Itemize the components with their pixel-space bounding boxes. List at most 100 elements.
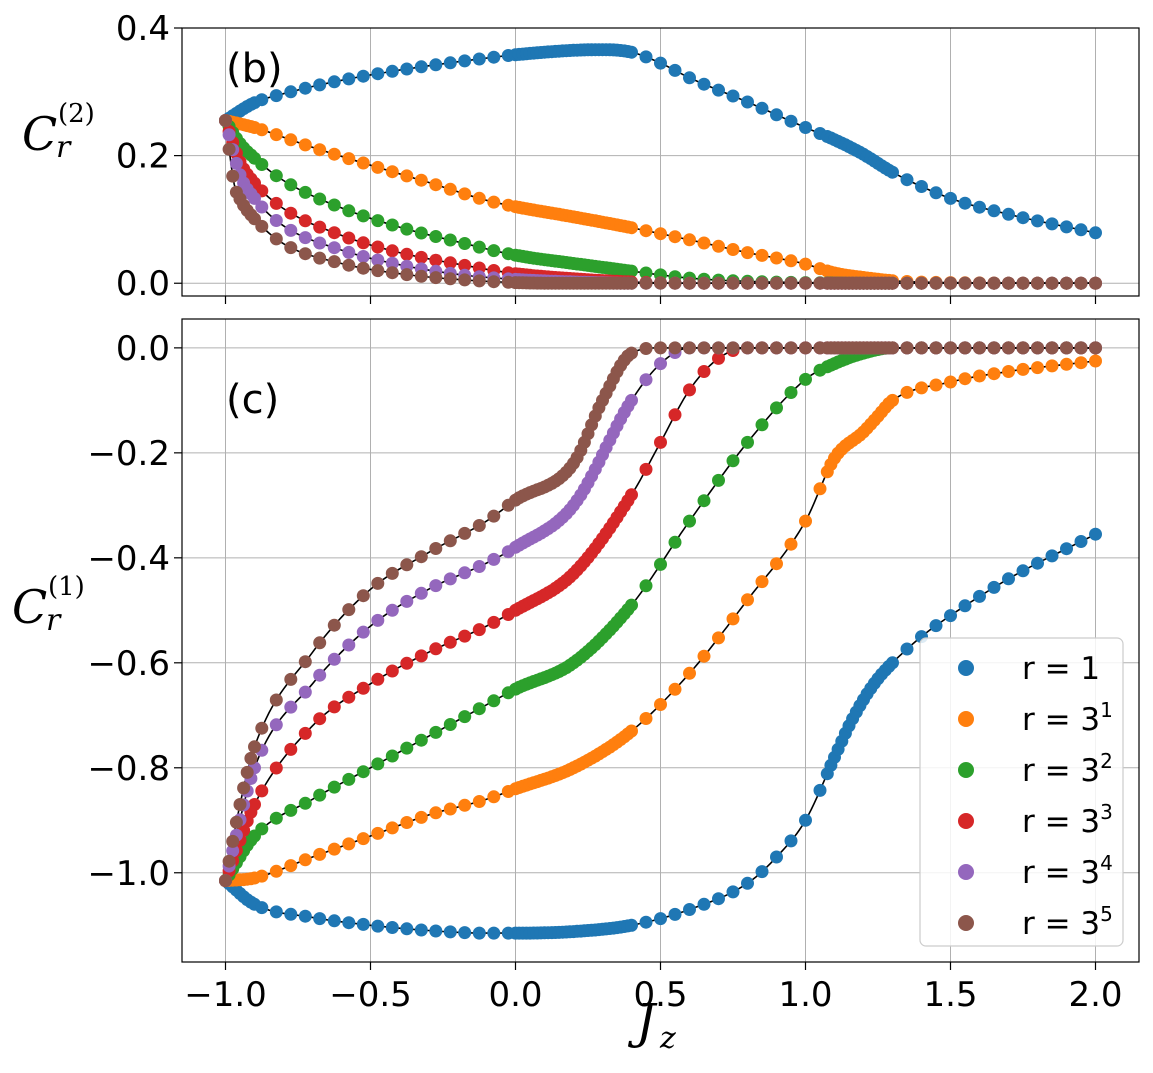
data-point [799,257,812,271]
data-point [668,341,682,355]
data-point [1016,276,1030,290]
data-point [298,853,312,867]
data-point [712,341,725,355]
data-point [255,721,269,735]
data-point [654,435,667,449]
data-point [327,241,341,255]
data-point [668,63,682,77]
data-point [639,50,653,64]
data-point [219,114,232,127]
data-point [1089,341,1102,355]
data-point [683,666,696,680]
data-point [298,796,312,810]
data-point [639,915,653,929]
data-point [342,603,356,617]
data-point [683,341,696,355]
data-point [298,685,312,699]
legend-label-exponent: 4 [1100,851,1113,875]
data-point [414,173,428,187]
data-point [784,276,798,290]
data-point [255,219,269,233]
data-point [443,182,457,196]
data-point [342,638,356,652]
data-point [639,266,653,280]
data-point [385,821,399,835]
data-point [487,926,501,940]
data-point [429,230,443,243]
data-point [371,160,385,174]
data-point [487,509,501,523]
data-point [356,156,370,170]
panel-c-points [219,341,1102,940]
data-point [1074,276,1088,290]
data-point [1002,365,1015,378]
data-point [400,268,414,282]
data-point [973,589,986,603]
data-point [668,535,682,549]
data-point [327,652,341,666]
data-point [269,905,283,919]
data-point [784,341,798,355]
legend-label: r = 1 [1022,651,1100,687]
data-point [639,342,653,355]
data-point [429,579,443,593]
data-point [385,921,399,934]
legend-marker [958,660,974,676]
data-point [726,454,740,468]
data-point [784,386,798,399]
data-point [944,341,957,355]
data-point [327,198,341,212]
data-point [755,341,769,355]
data-point [1060,542,1073,556]
data-point [385,749,399,763]
data-point [726,276,740,290]
data-point [472,274,486,288]
panel-b-ylabel-main: C [22,107,57,161]
legend-label-base: r = 3 [1022,804,1100,840]
data-point [726,341,740,355]
data-point [269,718,283,732]
legend-label-exponent: 3 [1100,800,1113,824]
data-point [269,232,283,246]
data-point [443,572,457,586]
data-point [639,276,653,290]
data-point [371,757,385,771]
data-point [697,341,711,355]
data-point [255,901,269,915]
data-point [458,710,472,724]
data-point [1089,276,1102,290]
data-point [886,165,899,179]
data-point [342,690,356,704]
data-point [973,200,986,214]
data-point [1089,354,1102,368]
data-point [625,393,638,407]
data-point [958,276,972,290]
data-point [414,550,428,564]
data-point [327,914,341,928]
data-point [255,93,269,107]
data-point [697,236,711,250]
x-axis-label-sub: z [659,1021,676,1056]
data-point [784,114,798,128]
data-point [371,253,385,267]
data-point [443,256,457,270]
legend-marker [958,711,974,727]
data-point [697,77,711,91]
data-point [371,576,385,590]
data-point [400,169,414,183]
data-point [915,341,928,355]
data-point [385,266,399,280]
data-point [487,552,501,566]
data-point [929,619,943,633]
x-tick-label: −0.5 [329,975,412,1015]
data-point [327,842,341,856]
data-point [683,276,696,290]
data-point [639,712,653,725]
legend-marker [958,915,974,931]
data-point [712,892,725,906]
data-point [697,276,711,290]
data-point [1031,214,1044,228]
data-point [327,255,341,269]
data-point [987,276,1001,290]
data-point [400,816,414,829]
